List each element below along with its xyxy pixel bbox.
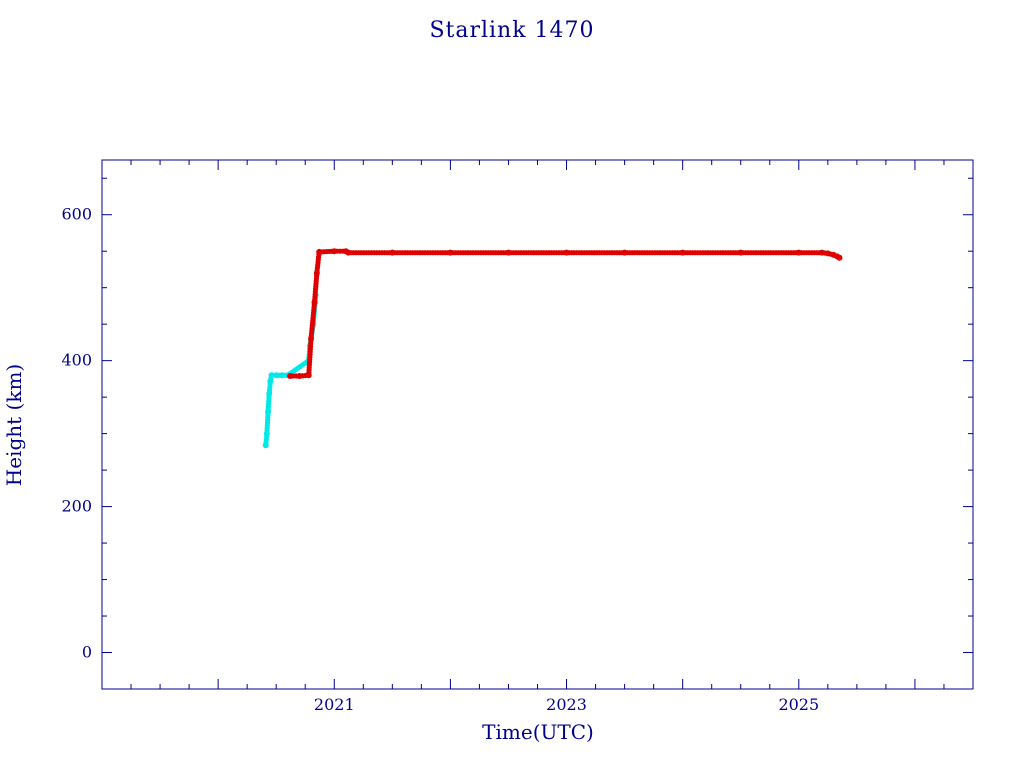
data-point — [836, 254, 843, 261]
data-point — [268, 372, 275, 379]
y-tick-label: 600 — [61, 205, 92, 224]
y-tick-label: 200 — [61, 497, 92, 516]
x-tick-label: 2025 — [778, 695, 819, 714]
y-tick-label: 0 — [82, 643, 92, 662]
y-axis-label: Height (km) — [2, 364, 26, 486]
chart-title: Starlink 1470 — [429, 18, 594, 43]
y-tick-label: 400 — [61, 351, 92, 370]
x-axis-label: Time(UTC) — [482, 720, 594, 744]
x-tick-label: 2023 — [546, 695, 587, 714]
x-axis: 2021 2023 2025 — [101, 160, 974, 714]
x-tick-label: 2021 — [314, 695, 355, 714]
data-points — [262, 248, 843, 449]
y-axis: 0 200 400 600 — [61, 177, 973, 662]
plot-frame — [101, 159, 974, 690]
